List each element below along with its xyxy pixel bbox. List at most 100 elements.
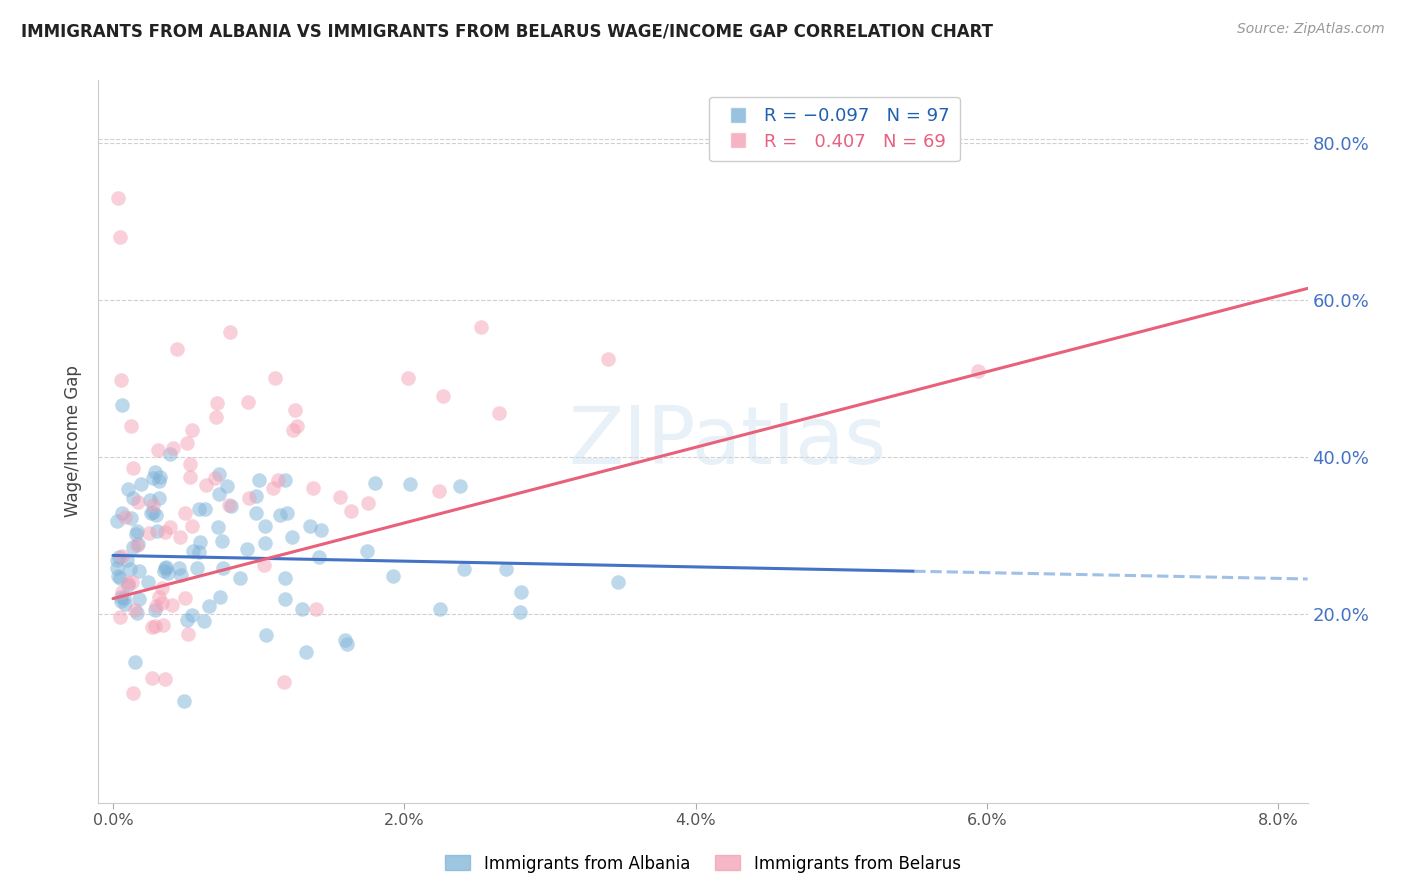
Point — [105, 552, 128, 566]
Point — [309, 523, 332, 537]
Point — [256, 628, 278, 642]
Point — [181, 544, 204, 558]
Point — [159, 447, 181, 461]
Point — [150, 581, 173, 595]
Point — [129, 476, 152, 491]
Point — [121, 686, 143, 700]
Point — [188, 501, 211, 516]
Point — [181, 608, 204, 623]
Point — [181, 518, 204, 533]
Point — [607, 575, 630, 590]
Point — [285, 419, 308, 434]
Point — [305, 602, 328, 616]
Point — [176, 436, 198, 450]
Point — [181, 423, 204, 437]
Point — [276, 506, 298, 520]
Point — [205, 409, 228, 424]
Point — [274, 571, 297, 585]
Point — [302, 481, 325, 495]
Point — [149, 469, 172, 483]
Point — [207, 520, 229, 534]
Point — [143, 618, 166, 632]
Point — [121, 491, 143, 505]
Point — [329, 490, 352, 504]
Point — [238, 491, 260, 505]
Point — [114, 510, 136, 524]
Point — [139, 493, 162, 508]
Point — [142, 505, 165, 519]
Point — [173, 693, 195, 707]
Point — [291, 601, 314, 615]
Point — [117, 578, 139, 592]
Point — [120, 511, 142, 525]
Point — [125, 607, 148, 621]
Point — [308, 550, 330, 565]
Point — [117, 482, 139, 496]
Point — [356, 543, 378, 558]
Point — [264, 371, 287, 385]
Point — [141, 506, 163, 520]
Point — [138, 526, 160, 541]
Point — [254, 518, 277, 533]
Text: Source: ZipAtlas.com: Source: ZipAtlas.com — [1237, 22, 1385, 37]
Point — [110, 594, 132, 608]
Point — [254, 535, 277, 549]
Point — [339, 504, 361, 518]
Point — [107, 191, 129, 205]
Point — [142, 498, 165, 512]
Point — [136, 574, 159, 589]
Point — [266, 473, 288, 487]
Point — [150, 596, 173, 610]
Point — [112, 591, 135, 605]
Point — [148, 491, 170, 505]
Point — [128, 591, 150, 606]
Point — [245, 489, 267, 503]
Point — [169, 530, 191, 544]
Point — [120, 562, 142, 576]
Point — [212, 560, 235, 574]
Point — [274, 591, 297, 606]
Point — [336, 637, 359, 651]
Point — [273, 674, 295, 689]
Point — [105, 561, 128, 575]
Point — [107, 568, 129, 582]
Point — [509, 605, 531, 619]
Point — [245, 506, 267, 520]
Point — [429, 602, 451, 616]
Point — [253, 558, 276, 572]
Point — [111, 584, 134, 599]
Point — [141, 620, 163, 634]
Point — [128, 564, 150, 578]
Point — [120, 418, 142, 433]
Point — [429, 484, 451, 499]
Point — [204, 471, 226, 485]
Point — [510, 585, 533, 599]
Point — [208, 467, 231, 481]
Point — [187, 545, 209, 559]
Point — [124, 603, 146, 617]
Point — [153, 525, 176, 540]
Point — [148, 590, 170, 604]
Point — [281, 530, 304, 544]
Point — [145, 508, 167, 522]
Point — [470, 320, 492, 334]
Point — [432, 389, 454, 403]
Point — [236, 541, 259, 556]
Point — [284, 402, 307, 417]
Point — [298, 519, 321, 533]
Point — [121, 541, 143, 555]
Point — [148, 443, 170, 458]
Point — [274, 473, 297, 487]
Point — [107, 550, 129, 565]
Legend: R = −0.097   N = 97, R =   0.407   N = 69: R = −0.097 N = 97, R = 0.407 N = 69 — [710, 96, 960, 161]
Point — [153, 564, 176, 578]
Point — [176, 613, 198, 627]
Legend: Immigrants from Albania, Immigrants from Belarus: Immigrants from Albania, Immigrants from… — [439, 848, 967, 880]
Point — [215, 479, 238, 493]
Point — [108, 571, 131, 585]
Point — [108, 610, 131, 624]
Point — [111, 506, 134, 520]
Point — [110, 373, 132, 387]
Point — [399, 477, 422, 491]
Point — [117, 553, 139, 567]
